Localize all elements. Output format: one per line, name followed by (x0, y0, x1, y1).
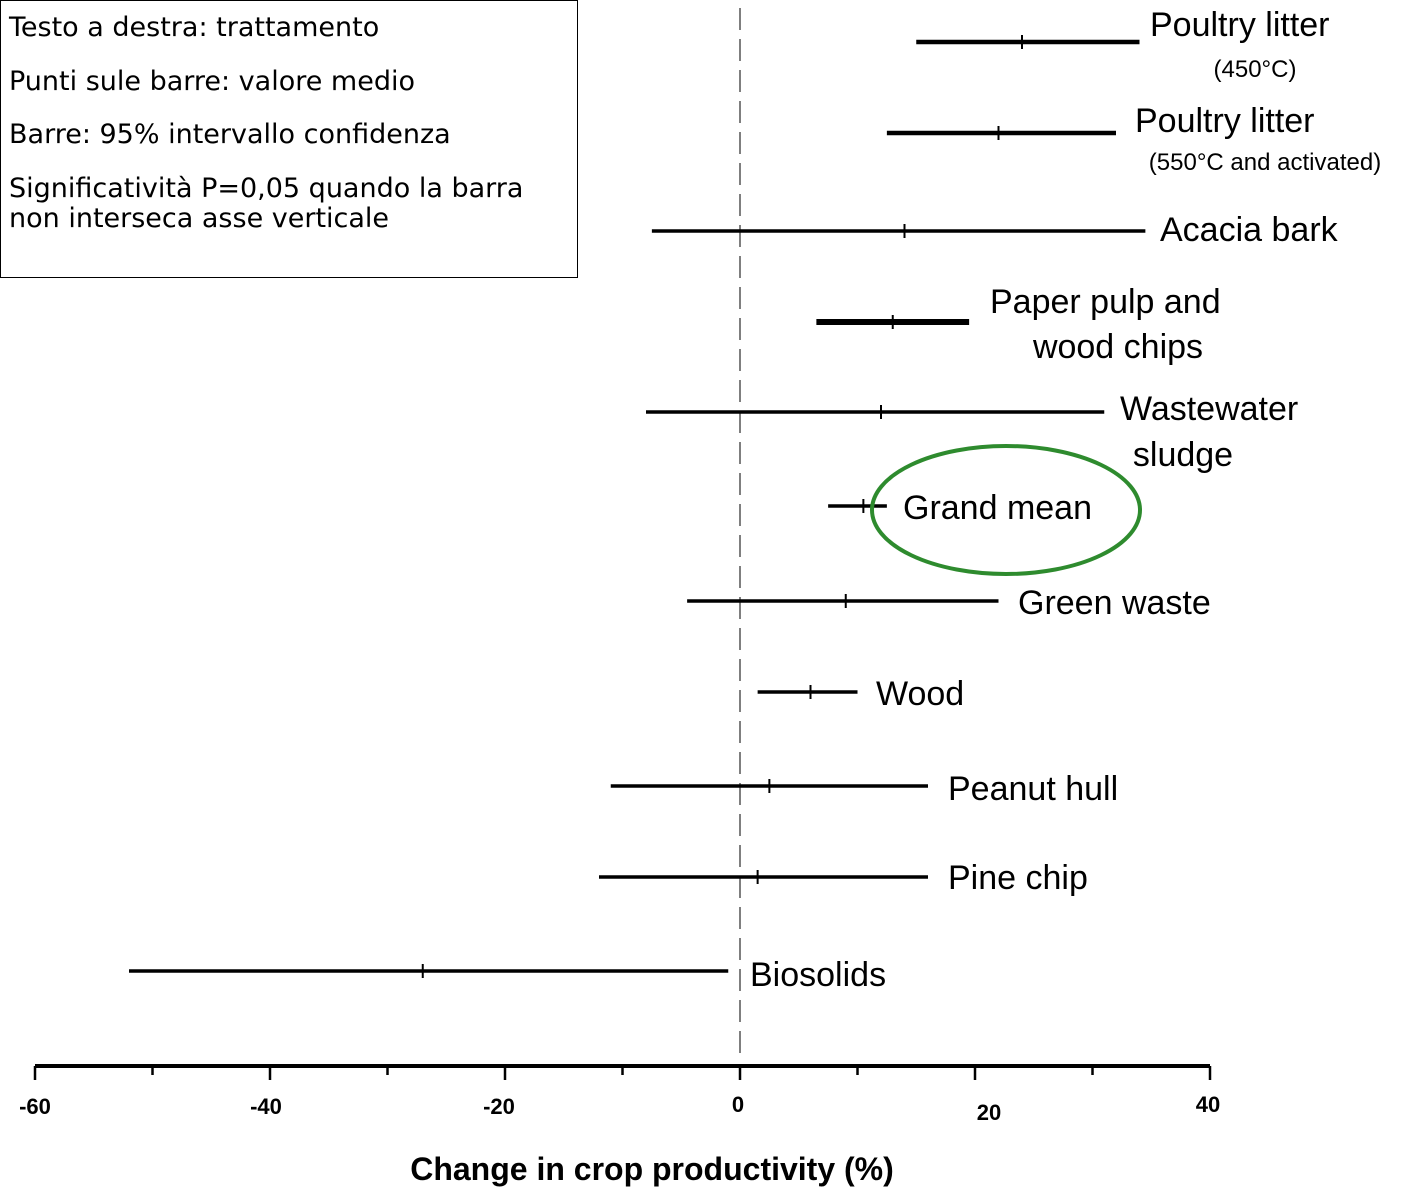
x-axis-title: Change in crop productivity (%) (410, 1151, 894, 1187)
category-label: Poultry litter (1150, 6, 1330, 44)
forest-row (599, 870, 928, 884)
category-label: Wastewater (1120, 390, 1298, 428)
category-label: Wood (876, 675, 964, 713)
x-tick-label: 40 (1196, 1092, 1220, 1117)
category-sublabel: (550°C and activated) (1149, 149, 1381, 176)
forest-row (610, 779, 928, 793)
x-tick-label: 0 (732, 1092, 744, 1117)
forest-row (651, 224, 1146, 238)
category-sublabel: (450°C) (1214, 56, 1297, 83)
category-label: Biosolids (750, 956, 886, 994)
x-tick-label: -40 (250, 1094, 282, 1119)
forest-row (916, 35, 1140, 49)
x-tick-label: -20 (483, 1094, 515, 1119)
category-label: Pine chip (948, 859, 1088, 897)
category-label: Paper pulp and (990, 283, 1221, 321)
notes-box: Testo a destra: trattamento Punti sule b… (0, 0, 578, 278)
category-label: Peanut hull (948, 770, 1118, 808)
category-label: Green waste (1018, 584, 1211, 622)
category-label: Acacia bark (1160, 211, 1339, 249)
forest-row (886, 126, 1116, 140)
note-treatment: Testo a destra: trattamento (9, 12, 380, 43)
x-tick-label: 20 (977, 1100, 1001, 1125)
note-significance: Significatività P=0,05 quando la barra n… (9, 173, 524, 234)
forest-row (816, 315, 970, 329)
forest-row (687, 594, 999, 608)
highlight-ellipse (870, 444, 1142, 576)
note-confidence: Barre: 95% intervallo confidenza (9, 119, 451, 151)
category-sublabel: sludge (1133, 436, 1233, 474)
forest-row (828, 499, 887, 513)
category-label: Poultry litter (1135, 102, 1315, 140)
forest-row (646, 405, 1105, 419)
category-sublabel: wood chips (1032, 328, 1203, 366)
forest-row (757, 685, 858, 699)
x-tick-label: -60 (19, 1094, 51, 1119)
note-mean: Punti sule barre: valore medio (9, 65, 416, 97)
forest-row (129, 964, 729, 978)
category-label: Grand mean (903, 489, 1092, 527)
